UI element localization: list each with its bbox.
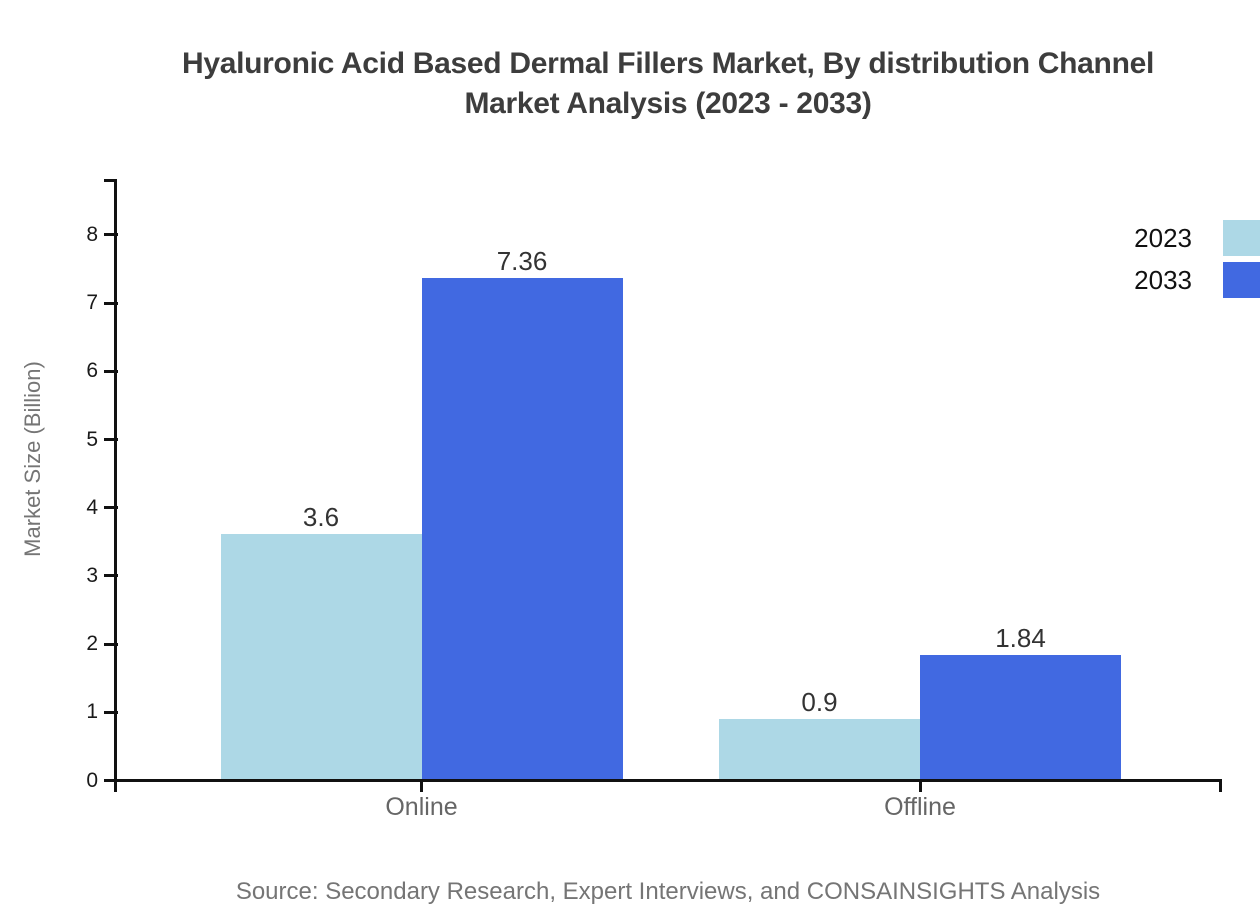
y-axis-tick	[104, 506, 118, 510]
bar-offline-2033	[920, 654, 1121, 780]
chart-title-line2: Market Analysis (2023 - 2033)	[464, 87, 872, 120]
y-axis-tick	[104, 438, 118, 441]
y-axis-tick	[104, 574, 118, 578]
y-axis-tick	[104, 710, 118, 714]
category-label-offline: Offline	[884, 793, 956, 821]
y-axis-end-cap	[104, 179, 117, 182]
bar-online-2033	[421, 278, 623, 780]
source-note: Source: Secondary Research, Expert Inter…	[235, 878, 1101, 905]
chart-title: Hyaluronic Acid Based Dermal Fillers Mar…	[114, 44, 1222, 124]
chart-title-line1: Hyaluronic Acid Based Dermal Fillers Mar…	[181, 47, 1155, 80]
y-axis-tick-label: 7	[86, 291, 98, 315]
bar-value-label: 0.9	[801, 686, 838, 717]
bar-value-label: 3.6	[302, 502, 340, 533]
y-axis-line	[114, 179, 117, 792]
y-axis-tick-label: 2	[86, 632, 98, 656]
y-axis-tick-label: 6	[86, 359, 98, 383]
x-axis-tick	[420, 780, 423, 792]
y-axis-tick	[104, 301, 118, 305]
y-axis-tick	[104, 233, 118, 237]
category-label-online: Online	[385, 793, 458, 821]
y-axis-tick-label: 3	[86, 563, 98, 587]
bar-value-label: 7.36	[496, 246, 548, 277]
y-axis-tick	[104, 369, 118, 373]
y-axis-tick-label: 5	[86, 427, 98, 451]
y-axis-tick-label: 8	[86, 222, 98, 246]
x-axis-line	[114, 779, 1222, 782]
x-axis-tick	[918, 780, 922, 792]
legend-swatch-2033	[1223, 262, 1260, 298]
bar-offline-2023	[719, 718, 920, 780]
x-axis-end-cap	[1219, 779, 1222, 792]
y-axis-tick-label: 1	[86, 700, 98, 724]
y-axis-tick-label: 0	[86, 768, 98, 792]
legend-label-2033: 2033	[1134, 265, 1192, 295]
legend-swatch-2023	[1223, 220, 1260, 256]
bar-value-label: 1.84	[995, 622, 1046, 653]
y-axis-tick-label: 4	[86, 495, 98, 519]
y-axis-title: Market Size (Billion)	[20, 361, 45, 557]
legend-label-2023: 2023	[1134, 223, 1192, 253]
y-axis-tick	[104, 779, 118, 782]
y-axis-tick	[104, 642, 118, 646]
bar-online-2023	[220, 534, 422, 780]
